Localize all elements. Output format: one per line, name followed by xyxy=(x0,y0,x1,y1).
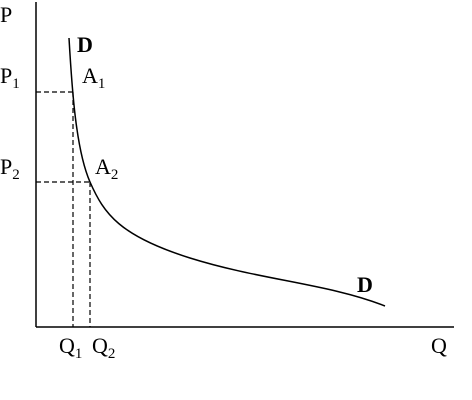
price-base: P xyxy=(0,63,12,88)
quantity-base: Q xyxy=(59,333,75,358)
point-sub: 2 xyxy=(111,167,119,183)
quantity-label: Q1 xyxy=(59,333,82,362)
point-label: A2 xyxy=(95,154,118,183)
price-label: P1 xyxy=(0,63,20,92)
price-label: P2 xyxy=(0,154,20,183)
y-axis-label: P xyxy=(0,2,12,27)
point-label: A1 xyxy=(82,63,105,92)
demand-curve xyxy=(68,37,386,307)
quantity-sub: 2 xyxy=(108,346,116,362)
quantity-base: Q xyxy=(92,333,108,358)
point-base: A xyxy=(82,63,98,88)
x-axis-label: Q xyxy=(431,333,447,358)
quantity-sub: 1 xyxy=(75,346,83,362)
curve-label: D xyxy=(77,32,93,57)
curve-label: D xyxy=(357,272,373,297)
point-sub: 1 xyxy=(98,76,106,92)
quantity-label: Q2 xyxy=(92,333,115,362)
price-sub: 2 xyxy=(12,167,20,183)
price-sub: 1 xyxy=(12,76,20,92)
point-base: A xyxy=(95,154,111,179)
price-base: P xyxy=(0,154,12,179)
